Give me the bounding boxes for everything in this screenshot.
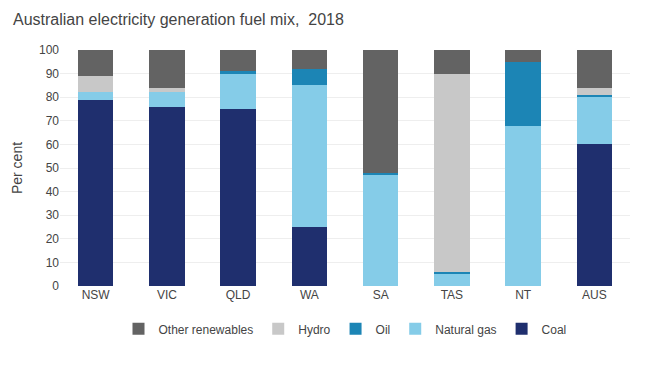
svg-text:NSW: NSW bbox=[82, 288, 111, 302]
svg-text:SA: SA bbox=[373, 288, 389, 302]
svg-text:30: 30 bbox=[46, 208, 60, 222]
svg-text:100: 100 bbox=[39, 43, 59, 57]
svg-text:Per cent: Per cent bbox=[9, 142, 25, 194]
svg-text:Coal: Coal bbox=[542, 323, 567, 337]
svg-text:Hydro: Hydro bbox=[298, 323, 330, 337]
svg-text:50: 50 bbox=[46, 161, 60, 175]
svg-text:Natural gas: Natural gas bbox=[435, 323, 496, 337]
svg-text:20: 20 bbox=[46, 232, 60, 246]
svg-text:QLD: QLD bbox=[226, 288, 251, 302]
svg-text:10: 10 bbox=[46, 256, 60, 270]
svg-text:90: 90 bbox=[46, 67, 60, 81]
svg-text:Australian electricity generat: Australian electricity generation fuel m… bbox=[13, 11, 344, 28]
svg-text:NT: NT bbox=[515, 288, 532, 302]
svg-text:VIC: VIC bbox=[157, 288, 177, 302]
svg-text:60: 60 bbox=[46, 138, 60, 152]
svg-text:Other renewables: Other renewables bbox=[159, 323, 254, 337]
svg-text:70: 70 bbox=[46, 114, 60, 128]
svg-text:0: 0 bbox=[52, 279, 59, 293]
svg-text:40: 40 bbox=[46, 185, 60, 199]
svg-text:Oil: Oil bbox=[376, 323, 391, 337]
svg-text:WA: WA bbox=[300, 288, 319, 302]
svg-text:AUS: AUS bbox=[582, 288, 607, 302]
svg-text:80: 80 bbox=[46, 90, 60, 104]
svg-text:TAS: TAS bbox=[441, 288, 463, 302]
